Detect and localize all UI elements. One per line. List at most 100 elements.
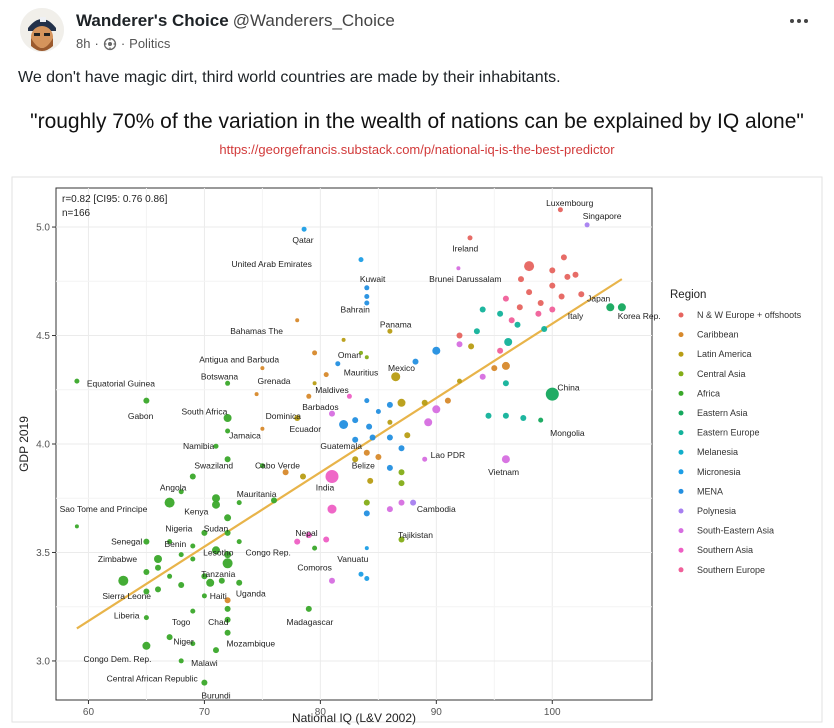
more-options-icon[interactable] xyxy=(788,10,816,30)
data-point xyxy=(524,261,535,272)
point-label: Kuwait xyxy=(360,274,386,284)
y-tick-label: 4.0 xyxy=(36,440,50,451)
point-label: Qatar xyxy=(292,235,313,245)
point-label: Haiti xyxy=(210,591,227,601)
data-point xyxy=(398,469,405,476)
data-point xyxy=(213,647,219,654)
legend-swatch xyxy=(678,430,684,436)
data-point xyxy=(201,593,207,599)
point-label: Tanzania xyxy=(201,569,235,579)
data-point xyxy=(410,499,417,506)
legend-entry: N & W Europe + offshoots xyxy=(697,310,802,320)
data-point xyxy=(295,318,300,323)
point-label: Chad xyxy=(208,617,229,627)
data-point xyxy=(398,480,405,487)
data-point xyxy=(271,497,277,504)
data-point xyxy=(74,524,79,529)
data-point xyxy=(545,387,559,401)
point-label: Cambodia xyxy=(417,504,456,514)
data-point xyxy=(154,555,162,563)
data-point xyxy=(300,473,306,480)
data-point xyxy=(549,306,556,313)
data-point xyxy=(366,423,373,430)
data-point xyxy=(432,405,441,414)
data-point xyxy=(502,412,509,419)
data-point xyxy=(386,464,393,471)
data-point xyxy=(359,350,363,355)
data-point xyxy=(364,300,370,306)
legend-swatch xyxy=(678,528,684,534)
data-point xyxy=(223,414,232,422)
data-point xyxy=(572,271,579,278)
point-label: Nepal xyxy=(295,528,317,538)
data-point xyxy=(391,372,401,382)
legend-entry: Southern Europe xyxy=(697,565,765,575)
source-link[interactable]: https://georgefrancis.substack.com/p/nat… xyxy=(219,142,615,157)
y-axis-label: GDP 2019 xyxy=(17,416,31,472)
data-point xyxy=(306,393,312,399)
data-point xyxy=(259,463,265,469)
data-point xyxy=(485,412,492,419)
data-point xyxy=(225,428,231,434)
point-label: Zimbabwe xyxy=(98,554,137,564)
author-handle[interactable]: @Wanderers_Choice xyxy=(232,11,395,30)
point-label: India xyxy=(316,482,335,492)
data-point xyxy=(143,569,150,575)
point-label: Malawi xyxy=(191,658,218,668)
data-point xyxy=(294,415,301,421)
data-point xyxy=(352,456,359,463)
point-label: Vanuatu xyxy=(337,554,368,564)
data-point xyxy=(224,514,232,522)
legend-entry: Southern Asia xyxy=(697,545,753,555)
legend-entry: MENA xyxy=(697,486,723,496)
data-point xyxy=(155,586,161,593)
data-point xyxy=(294,538,301,545)
point-label: Lesotho xyxy=(203,548,234,558)
legend-swatch xyxy=(678,449,684,455)
data-point xyxy=(501,361,510,370)
point-label: Luxembourg xyxy=(546,198,594,208)
avatar-icon[interactable] xyxy=(20,8,64,52)
data-point xyxy=(364,355,369,360)
legend-entry: Africa xyxy=(697,388,720,398)
data-point xyxy=(327,504,337,514)
data-point xyxy=(421,399,428,406)
data-point xyxy=(549,267,556,274)
legend-swatch xyxy=(678,312,684,318)
data-point xyxy=(502,380,509,387)
data-point xyxy=(456,341,463,348)
post-image[interactable]: 60 70 80 90 100 3.0 3.5 4.0 4.5 5.0 National IQ (L… xyxy=(0,97,834,728)
data-point xyxy=(564,273,571,280)
scatter-chart: 60 70 80 90 100 3.0 3.5 4.0 4.5 5.0 National IQ (L… xyxy=(11,176,823,725)
y-tick-label: 3.0 xyxy=(36,656,50,667)
correlation-annotation: r=0.82 [CI95: 0.76 0.86] xyxy=(62,194,168,205)
data-point xyxy=(363,510,370,517)
data-point xyxy=(432,346,441,355)
data-point xyxy=(444,397,451,404)
data-point xyxy=(118,575,129,586)
author-name[interactable]: Wanderer's Choice xyxy=(76,11,229,30)
data-point xyxy=(364,398,370,404)
point-label: Sudan xyxy=(204,524,229,534)
data-point xyxy=(254,392,259,397)
point-label: Cabo Verde xyxy=(255,461,300,471)
post-time[interactable]: 8h xyxy=(76,36,91,51)
data-point xyxy=(537,300,544,306)
community-link[interactable]: Politics xyxy=(129,36,171,51)
legend-swatch xyxy=(678,371,684,377)
data-point xyxy=(201,529,208,536)
legend-entry: Polynesia xyxy=(697,506,736,516)
data-point xyxy=(142,641,151,650)
data-point xyxy=(541,326,548,332)
point-label: Dominica xyxy=(266,411,302,421)
point-label: Belize xyxy=(352,461,375,471)
point-label: Benin xyxy=(165,539,187,549)
point-label: Korea Rep. xyxy=(618,311,661,321)
data-point xyxy=(236,539,242,545)
data-point xyxy=(584,222,590,228)
data-point xyxy=(224,605,231,612)
data-point xyxy=(606,303,615,312)
point-label: Lao PDR xyxy=(431,450,466,460)
point-label: Jamaica xyxy=(229,430,261,440)
data-point xyxy=(178,658,184,664)
